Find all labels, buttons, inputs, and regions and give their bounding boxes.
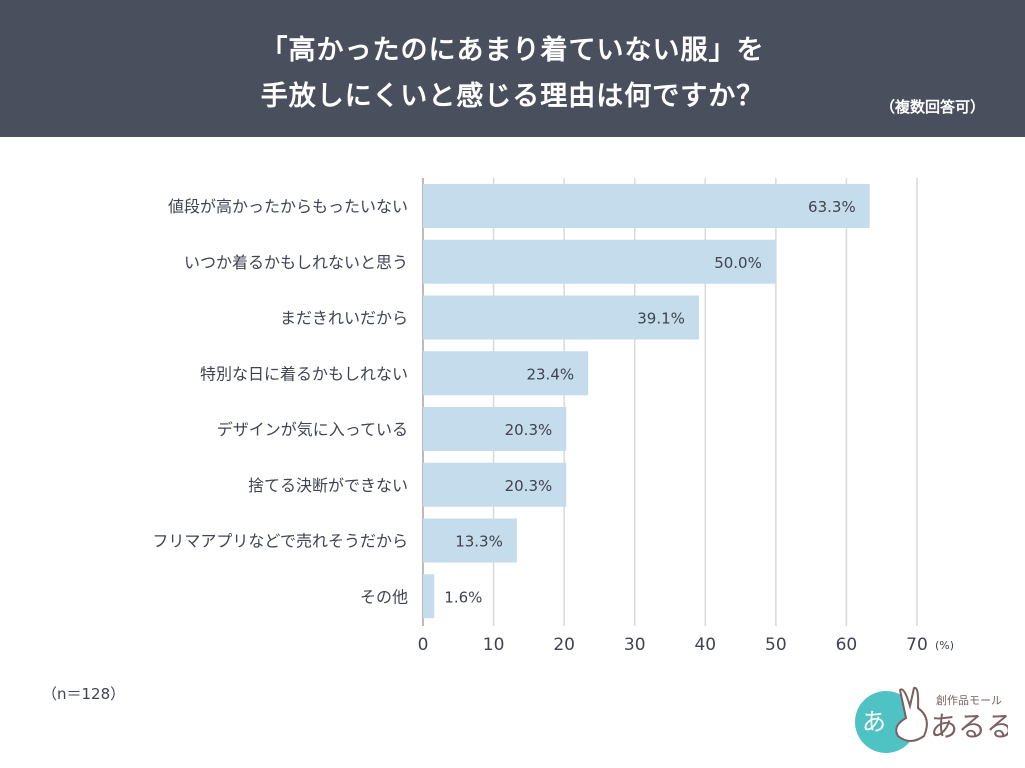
bar (423, 239, 776, 284)
svg-text:創作品モール: 創作品モール (936, 693, 1002, 707)
x-tick-label: 60 (836, 635, 858, 655)
chart-title-line1: 「高かったのにあまり着ていない服」を (260, 35, 765, 66)
data-label: 1.6% (444, 588, 482, 606)
logo: あ 創作品モール あるる (855, 686, 1008, 753)
data-label: 20.3% (505, 477, 553, 495)
data-label: 13.3% (455, 533, 503, 551)
bar (423, 518, 517, 563)
x-tick-label: 30 (624, 635, 646, 655)
category-label: まだきれいだから (280, 309, 408, 328)
x-tick-label: 20 (553, 635, 575, 655)
x-tick-label: 50 (765, 635, 787, 655)
category-label: 捨てる決断ができない (248, 476, 408, 495)
x-tick-label: 40 (694, 635, 716, 655)
category-label: 特別な日に着るかもしれない (200, 364, 408, 383)
bar (423, 574, 435, 619)
category-label: その他 (360, 587, 408, 606)
bar (423, 295, 699, 340)
category-label: デザインが気に入っている (217, 420, 408, 439)
data-label: 20.3% (505, 421, 553, 439)
category-label: フリマアプリなどで売れそうだから (152, 532, 408, 551)
header: 「高かったのにあまり着ていない服」を 手放しにくいと感じる理由は何ですか？ （複… (0, 0, 1025, 137)
category-label: 値段が高かったからもったいない (168, 197, 408, 216)
data-label: 50.0% (714, 254, 762, 272)
data-label: 63.3% (808, 198, 856, 216)
bar (423, 351, 589, 396)
multiple-answer-note: （複数回答可） (879, 98, 985, 116)
x-tick-label: 0 (418, 635, 429, 655)
svg-text:あ: あ (862, 708, 886, 736)
svg-text:あるる: あるる (930, 710, 1008, 743)
x-tick-label: 70 (906, 635, 928, 655)
x-unit-label: (%) (935, 639, 954, 652)
x-tick-label: 10 (483, 635, 505, 655)
category-label: いつか着るかもしれないと思う (184, 253, 408, 272)
bar (423, 407, 567, 451)
data-label: 23.4% (526, 365, 574, 383)
chart-title-line2: 手放しにくいと感じる理由は何ですか？ (260, 81, 765, 112)
bar (423, 184, 870, 228)
data-label: 39.1% (637, 310, 685, 328)
sample-size: （n＝128） (42, 685, 126, 703)
bar (423, 462, 567, 507)
